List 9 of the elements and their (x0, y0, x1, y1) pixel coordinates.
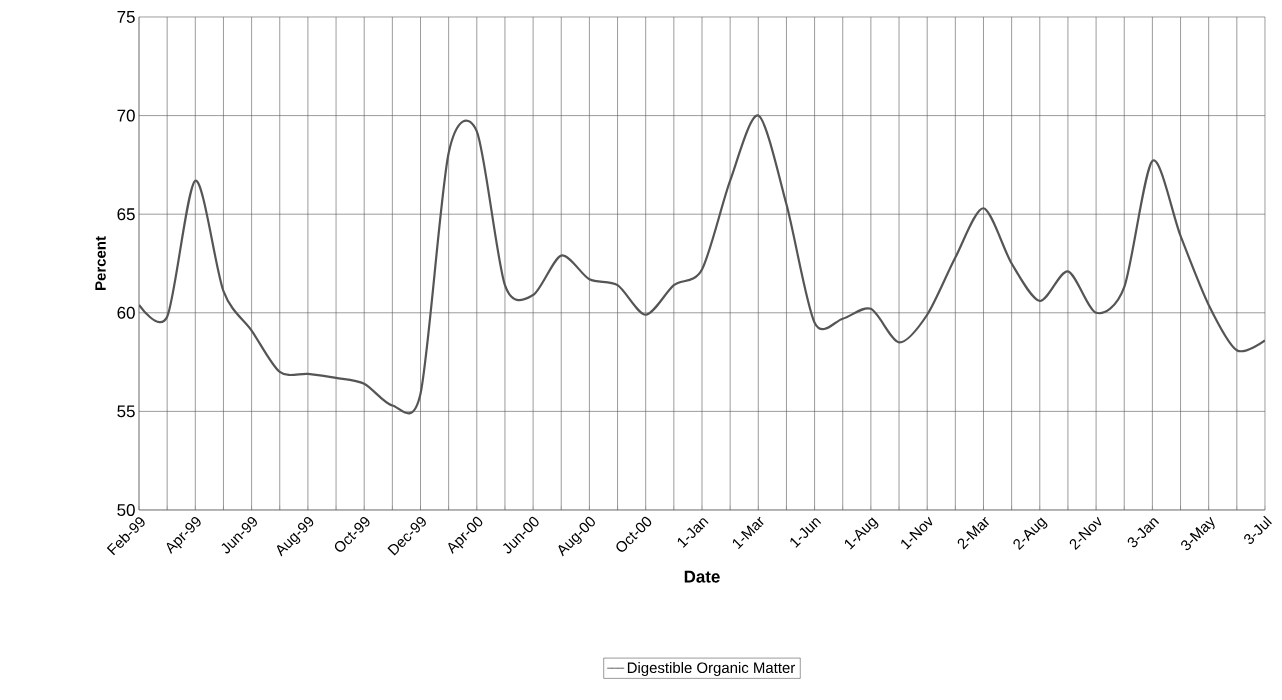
legend-label: Digestible Organic Matter (627, 662, 796, 676)
y-tick-label: 75 (117, 11, 135, 23)
y-axis-title: Percent (95, 236, 106, 290)
y-tick-label: 55 (117, 405, 135, 418)
y-tick-label: 50 (117, 503, 135, 516)
y-tick-label: 70 (117, 109, 135, 122)
x-axis-title: Date (684, 570, 720, 583)
y-tick-label: 65 (117, 208, 135, 221)
y-tick-label: 60 (117, 306, 135, 319)
